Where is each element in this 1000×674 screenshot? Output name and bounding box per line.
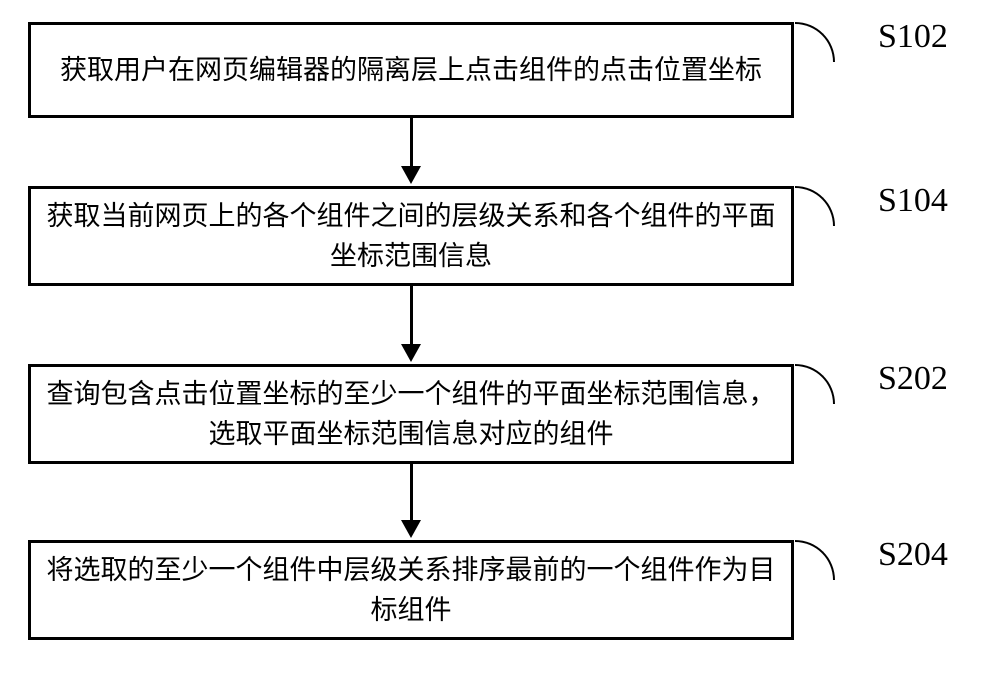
flowchart-node: 获取用户在网页编辑器的隔离层上点击组件的点击位置坐标 (28, 22, 794, 118)
flowchart-connector (795, 186, 835, 226)
flowchart-connector (795, 22, 835, 62)
flowchart-node-label: S104 (878, 182, 948, 220)
flowchart-canvas: 获取用户在网页编辑器的隔离层上点击组件的点击位置坐标 S102 获取当前网页上的… (0, 0, 1000, 674)
flowchart-node-text: 获取当前网页上的各个组件之间的层级关系和各个组件的平面坐标范围信息 (43, 196, 779, 277)
flowchart-node: 查询包含点击位置坐标的至少一个组件的平面坐标范围信息，选取平面坐标范围信息对应的… (28, 364, 794, 464)
flowchart-node-text: 查询包含点击位置坐标的至少一个组件的平面坐标范围信息，选取平面坐标范围信息对应的… (43, 374, 779, 455)
flowchart-node-text: 将选取的至少一个组件中层级关系排序最前的一个组件作为目标组件 (43, 550, 779, 631)
flowchart-node: 获取当前网页上的各个组件之间的层级关系和各个组件的平面坐标范围信息 (28, 186, 794, 286)
flowchart-node-text: 获取用户在网页编辑器的隔离层上点击组件的点击位置坐标 (60, 50, 762, 91)
flowchart-connector (795, 540, 835, 580)
flowchart-node-label: S204 (878, 536, 948, 574)
flowchart-node-label: S102 (878, 18, 948, 56)
flowchart-node-label: S202 (878, 360, 948, 398)
flowchart-connector (795, 364, 835, 404)
flowchart-node: 将选取的至少一个组件中层级关系排序最前的一个组件作为目标组件 (28, 540, 794, 640)
